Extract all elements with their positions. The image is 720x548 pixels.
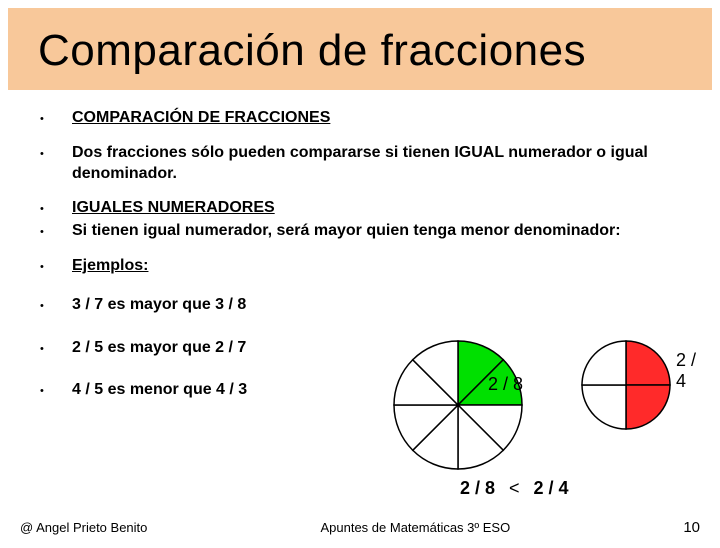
footer: @ Angel Prieto Benito Apuntes de Matemát…	[0, 519, 720, 536]
footer-page: 10	[683, 519, 700, 536]
bullet-6-text: 3 / 7 es mayor que 3 / 8	[72, 295, 246, 316]
pie-chart-left	[370, 340, 546, 470]
bullet-4-text: Si tienen igual numerador, será mayor qu…	[72, 221, 621, 242]
bullet-marker: •	[40, 295, 72, 313]
pie-chart-right	[581, 340, 671, 430]
bullet-marker: •	[40, 108, 72, 126]
bullet-marker: •	[40, 221, 72, 239]
comparison-right: 2 / 4	[534, 478, 569, 499]
pie-left-label: 2 / 8	[488, 374, 523, 395]
comparison-left: 2 / 8	[460, 478, 495, 499]
charts-area: 2 / 8 2 / 4 2 / 8 < 2 / 4	[370, 340, 710, 490]
footer-author: @ Angel Prieto Benito	[20, 520, 147, 535]
comparison-line: 2 / 8 < 2 / 4	[460, 478, 569, 499]
bullet-5: • Ejemplos:	[40, 256, 680, 277]
bullet-marker: •	[40, 198, 72, 216]
bullet-marker: •	[40, 380, 72, 398]
bullet-5-text: Ejemplos:	[72, 256, 148, 277]
bullet-1-text: COMPARACIÓN DE FRACCIONES	[72, 108, 330, 129]
comparison-op: <	[509, 478, 520, 499]
bullet-3: • IGUALES NUMERADORES	[40, 198, 680, 219]
title-bar: Comparación de fracciones	[8, 8, 712, 90]
bullet-2: • Dos fracciones sólo pueden compararse …	[40, 143, 680, 185]
footer-center: Apuntes de Matemáticas 3º ESO	[147, 520, 683, 535]
bullet-8-text: 4 / 5 es menor que 4 / 3	[72, 380, 247, 401]
bullet-marker: •	[40, 256, 72, 274]
bullet-1: • COMPARACIÓN DE FRACCIONES	[40, 108, 680, 129]
pie-right-label: 2 / 4	[676, 350, 710, 392]
bullet-marker: •	[40, 143, 72, 161]
bullet-7-text: 2 / 5 es mayor que 2 / 7	[72, 338, 246, 359]
bullet-6: • 3 / 7 es mayor que 3 / 8	[40, 295, 680, 316]
bullet-3-text: IGUALES NUMERADORES	[72, 198, 275, 219]
bullet-4: • Si tienen igual numerador, será mayor …	[40, 221, 680, 242]
slide-title: Comparación de fracciones	[38, 26, 702, 76]
bullet-2-text: Dos fracciones sólo pueden compararse si…	[72, 143, 680, 185]
bullet-marker: •	[40, 338, 72, 356]
